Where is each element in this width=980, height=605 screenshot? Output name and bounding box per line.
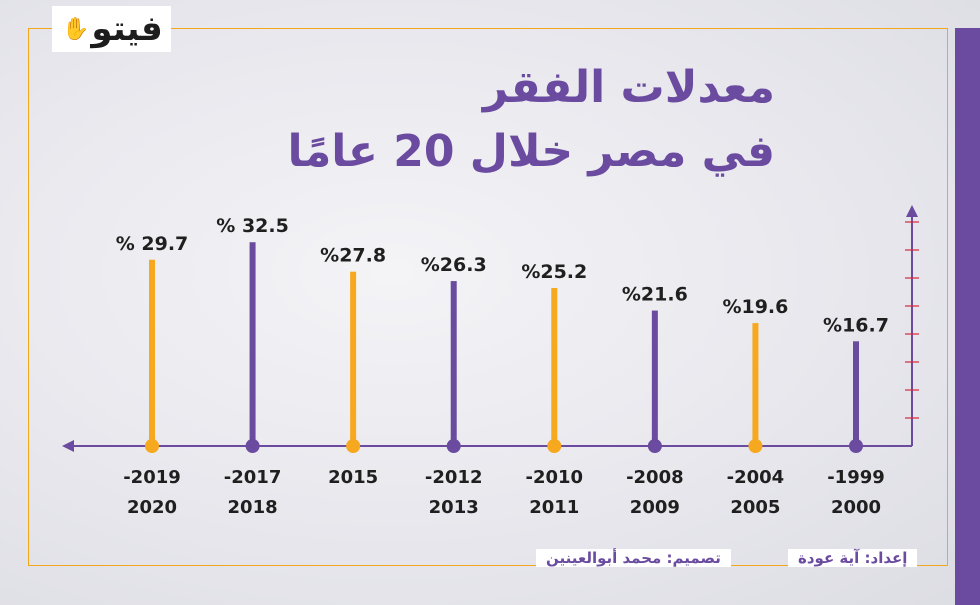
designed-by-credit: تصميم: محمد أبوالعينين bbox=[536, 549, 731, 567]
bar-marker bbox=[346, 439, 361, 453]
x-tick-label: 2011 bbox=[529, 497, 579, 518]
bar bbox=[651, 310, 658, 446]
x-tick-label: -2019 bbox=[123, 467, 181, 488]
bars-group: %16.7 -1999 2000 %19.6 -2004 2005 %21.6 -2008 20… bbox=[116, 215, 889, 518]
bar bbox=[853, 341, 859, 446]
bar bbox=[149, 259, 155, 446]
x-tick-label: 2013 bbox=[429, 497, 479, 518]
x-tick-label: 2018 bbox=[228, 497, 278, 518]
bar-marker bbox=[245, 439, 260, 453]
bar bbox=[249, 242, 256, 446]
hand-icon: ✋ bbox=[62, 16, 90, 42]
x-tick-label: -2012 bbox=[425, 467, 483, 488]
x-tick-label: 2009 bbox=[630, 497, 680, 518]
y-axis-arrow bbox=[906, 205, 918, 217]
bar-marker bbox=[849, 439, 863, 453]
bar bbox=[752, 323, 759, 446]
y-axis-ticks bbox=[905, 221, 919, 419]
data-label: %19.6 bbox=[722, 296, 788, 318]
data-label: %27.8 bbox=[320, 245, 386, 267]
x-tick-label: -2017 bbox=[224, 467, 282, 488]
bar bbox=[350, 271, 357, 446]
side-accent-bar bbox=[955, 28, 980, 605]
data-label: % 29.7 bbox=[116, 233, 189, 255]
bar-marker bbox=[145, 439, 159, 453]
logo-text: فيتو bbox=[91, 9, 163, 49]
x-tick-label: 2020 bbox=[127, 497, 177, 518]
bar-marker bbox=[446, 439, 461, 453]
x-axis-arrow bbox=[62, 440, 74, 452]
chart-frame bbox=[28, 28, 948, 566]
bar bbox=[551, 287, 558, 446]
brand-logo: فيتو ✋ bbox=[52, 6, 171, 52]
data-label: % 32.5 bbox=[216, 215, 289, 237]
page-title: معدلات الفقر bbox=[482, 62, 775, 113]
bar-marker bbox=[748, 439, 763, 453]
x-tick-label: 2015 bbox=[328, 467, 378, 488]
x-tick-label: 2000 bbox=[831, 497, 881, 518]
bar-marker bbox=[647, 439, 662, 453]
x-tick-label: -2010 bbox=[525, 467, 583, 488]
x-tick-label: -1999 bbox=[827, 467, 885, 488]
data-label: %26.3 bbox=[421, 254, 487, 276]
x-tick-label: -2004 bbox=[727, 467, 785, 488]
bar bbox=[450, 281, 457, 446]
data-label: %25.2 bbox=[521, 261, 587, 283]
prepared-by-credit: إعداد: آية عودة bbox=[788, 549, 918, 567]
x-tick-label: -2008 bbox=[626, 467, 684, 488]
page-subtitle: في مصر خلال 20 عامًا bbox=[287, 126, 775, 177]
x-tick-label: 2005 bbox=[730, 497, 780, 518]
bar-marker bbox=[547, 439, 562, 453]
data-label: %21.6 bbox=[622, 284, 688, 306]
data-label: %16.7 bbox=[823, 314, 889, 336]
